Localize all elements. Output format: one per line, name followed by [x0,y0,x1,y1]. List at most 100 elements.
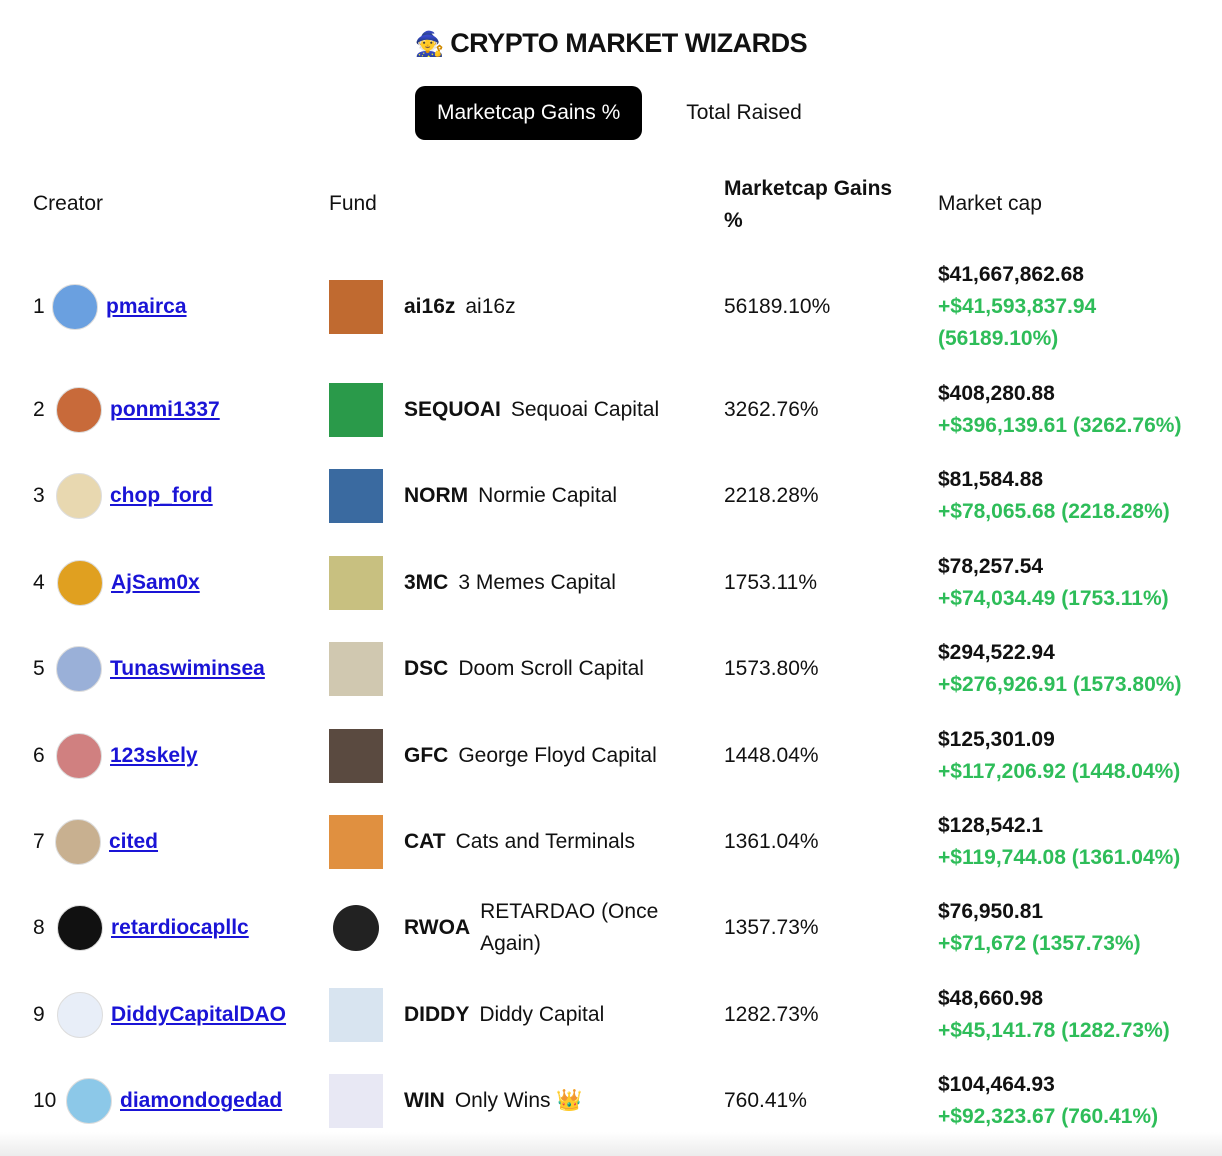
marketcap-gain-percent: 1753.11% [724,571,818,594]
creator-link[interactable]: diamondogedad [120,1089,283,1112]
market-cap-value: $78,257.54 [938,555,1044,578]
fund-image [329,469,383,523]
creator-avatar[interactable] [57,560,103,606]
column-header-creator: Creator [33,192,104,215]
fund-image [329,280,383,334]
fund-ticker: DIDDY [404,1003,470,1026]
fund-ticker: 3MC [404,571,449,594]
rank: 10 [33,1089,57,1112]
market-cap-cell: $104,464.93 +$92,323.67 (760.41%) [938,1069,1218,1133]
marketcap-gain-percent: 1357.73% [724,916,819,939]
creator-link[interactable]: cited [109,830,159,853]
fund-name: RETARDAO (Once Again) [480,900,659,955]
fund-image [329,383,383,437]
creator-avatar[interactable] [56,733,102,779]
rank: 4 [33,571,45,594]
column-header-fund: Fund [329,192,377,215]
market-cap-change: +$119,744.08 (1361.04%) [938,846,1181,869]
fund-name: Normie Capital [478,484,618,507]
marketcap-gain-percent: 1573.80% [724,657,819,680]
market-cap-value: $294,522.94 [938,641,1055,664]
market-cap-cell: $48,660.98 +$45,141.78 (1282.73%) [938,983,1218,1047]
creator-avatar[interactable] [66,1078,112,1124]
fund-cell: RWOA RETARDAO (Once Again) [404,896,670,960]
column-header-gains[interactable]: Marketcap Gains % [724,177,893,232]
fund-ticker: GFC [404,744,449,767]
creator-link[interactable]: pmairca [106,295,187,318]
market-cap-change: +$92,323.67 (760.41%) [938,1105,1159,1128]
fund-cell: SEQUOAI Sequoai Capital [404,398,659,422]
market-cap-value: $41,667,862.68 [938,263,1084,286]
fund-ticker: RWOA [404,916,471,939]
market-cap-cell: $41,667,862.68 +$41,593,837.94 (56189.10%… [938,259,1218,355]
fund-cell: DIDDY Diddy Capital [404,1003,604,1027]
market-cap-cell: $81,584.88 +$78,065.68 (2218.28%) [938,464,1218,528]
fund-ticker: WIN [404,1089,445,1112]
creator-avatar[interactable] [56,387,102,433]
creator-avatar[interactable] [55,819,101,865]
fund-name: ai16z [465,295,516,318]
market-cap-cell: $76,950.81 +$71,672 (1357.73%) [938,896,1218,960]
tab-total-raised[interactable]: Total Raised [686,101,802,124]
creator-link[interactable]: AjSam0x [111,571,200,594]
creator-link[interactable]: chop_ford [110,484,213,507]
marketcap-gain-percent: 760.41% [724,1089,807,1112]
fund-name: Only Wins 👑 [454,1089,583,1112]
rank: 7 [33,830,45,853]
market-cap-change: +$74,034.49 (1753.11%) [938,587,1169,610]
fund-ticker: SEQUOAI [404,398,501,421]
rank: 8 [33,916,45,939]
market-cap-cell: $294,522.94 +$276,926.91 (1573.80%) [938,637,1218,701]
creator-avatar[interactable] [57,992,103,1038]
fund-ticker: DSC [404,657,449,680]
market-cap-value: $81,584.88 [938,468,1044,491]
market-cap-change: +$276,926.91 (1573.80%) [938,673,1182,696]
fund-image [329,642,383,696]
marketcap-gain-percent: 1361.04% [724,830,819,853]
rank: 3 [33,484,45,507]
page-title-text: CRYPTO MARKET WIZARDS [450,28,808,58]
fund-cell: DSC Doom Scroll Capital [404,657,644,681]
fund-cell: WIN Only Wins 👑 [404,1089,583,1113]
fund-name: 3 Memes Capital [458,571,616,594]
fund-cell: NORM Normie Capital [404,484,617,508]
rank: 9 [33,1003,45,1026]
bottom-fade [0,1132,1222,1156]
rank: 1 [33,295,45,318]
fund-name: Doom Scroll Capital [458,657,644,680]
market-cap-change: +$45,141.78 (1282.73%) [938,1019,1170,1042]
column-header-market-cap: Market cap [938,192,1042,215]
market-cap-value: $48,660.98 [938,987,1044,1010]
fund-image [333,905,379,951]
fund-name: Sequoai Capital [510,398,660,421]
creator-link[interactable]: DiddyCapitalDAO [111,1003,287,1026]
fund-image [329,1074,383,1128]
creator-link[interactable]: ponmi1337 [110,398,220,421]
marketcap-gain-percent: 1282.73% [724,1003,819,1026]
creator-link[interactable]: 123skely [110,744,198,767]
wizard-hat-icon: 🧙 [414,31,445,58]
creator-avatar[interactable] [56,646,102,692]
creator-avatar[interactable] [52,284,98,330]
creator-link[interactable]: Tunaswiminsea [110,657,265,680]
market-cap-value: $128,542.1 [938,814,1044,837]
market-cap-cell: $408,280.88 +$396,139.61 (3262.76%) [938,378,1218,442]
fund-name: George Floyd Capital [458,744,657,767]
creator-avatar[interactable] [57,905,103,951]
tab-marketcap-gains[interactable]: Marketcap Gains % [415,86,643,140]
fund-image [329,988,383,1042]
fund-cell: 3MC 3 Memes Capital [404,571,616,595]
fund-ticker: NORM [404,484,469,507]
rank: 5 [33,657,45,680]
market-cap-value: $104,464.93 [938,1073,1055,1096]
page-title: 🧙 CRYPTO MARKET WIZARDS [0,28,1222,59]
market-cap-value: $408,280.88 [938,382,1055,405]
rank: 2 [33,398,45,421]
market-cap-value: $125,301.09 [938,728,1055,751]
market-cap-cell: $128,542.1 +$119,744.08 (1361.04%) [938,810,1218,874]
fund-ticker: CAT [404,830,446,853]
creator-link[interactable]: retardiocapllc [111,916,249,939]
creator-avatar[interactable] [56,473,102,519]
market-cap-change: +$396,139.61 (3262.76%) [938,414,1182,437]
fund-name: Cats and Terminals [455,830,635,853]
